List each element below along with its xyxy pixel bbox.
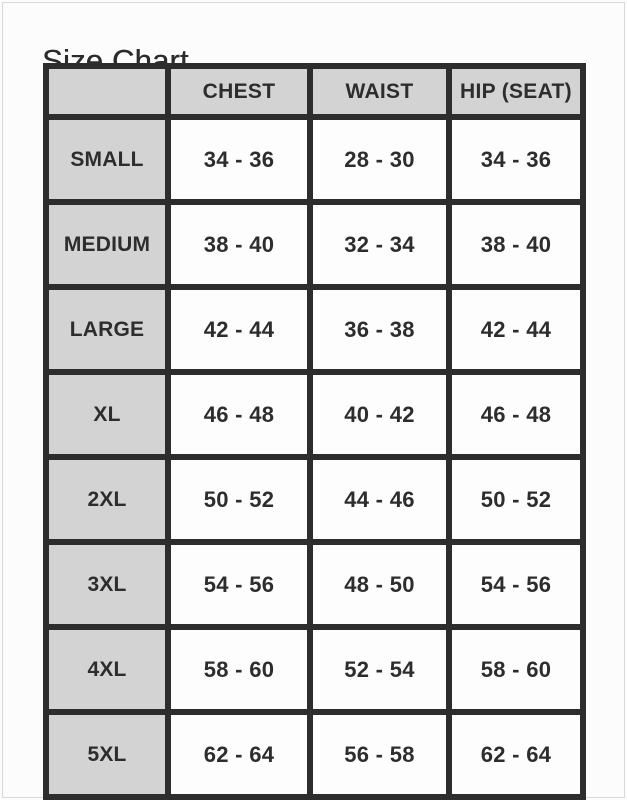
- waist-value: 52 - 54: [307, 624, 452, 715]
- table-row-xl: XL 46 - 48 40 - 42 46 - 48: [43, 369, 586, 460]
- header-cell-chest: CHEST: [165, 63, 313, 120]
- waist-value: 56 - 58: [307, 709, 452, 800]
- chest-value: 34 - 36: [165, 114, 313, 205]
- hip-value: 62 - 64: [446, 709, 586, 800]
- waist-value: 32 - 34: [307, 199, 452, 290]
- hip-value: 50 - 52: [446, 454, 586, 545]
- chest-value: 54 - 56: [165, 539, 313, 630]
- chest-value: 46 - 48: [165, 369, 313, 460]
- size-label: MEDIUM: [43, 199, 171, 290]
- chest-value: 42 - 44: [165, 284, 313, 375]
- waist-value: 48 - 50: [307, 539, 452, 630]
- chest-value: 50 - 52: [165, 454, 313, 545]
- hip-value: 34 - 36: [446, 114, 586, 205]
- waist-value: 44 - 46: [307, 454, 452, 545]
- table-row-4xl: 4XL 58 - 60 52 - 54 58 - 60: [43, 624, 586, 715]
- size-label: LARGE: [43, 284, 171, 375]
- size-label: 5XL: [43, 709, 171, 800]
- table-row-large: LARGE 42 - 44 36 - 38 42 - 44: [43, 284, 586, 375]
- size-chart-table: CHEST WAIST HIP (SEAT) SMALL 34 - 36 28 …: [43, 63, 586, 800]
- hip-value: 46 - 48: [446, 369, 586, 460]
- table-row-2xl: 2XL 50 - 52 44 - 46 50 - 52: [43, 454, 586, 545]
- hip-value: 42 - 44: [446, 284, 586, 375]
- table-row-3xl: 3XL 54 - 56 48 - 50 54 - 56: [43, 539, 586, 630]
- header-cell-hip: HIP (SEAT): [446, 63, 586, 120]
- chest-value: 38 - 40: [165, 199, 313, 290]
- table-row-medium: MEDIUM 38 - 40 32 - 34 38 - 40: [43, 199, 586, 290]
- header-cell-waist: WAIST: [307, 63, 452, 120]
- hip-value: 54 - 56: [446, 539, 586, 630]
- hip-value: 38 - 40: [446, 199, 586, 290]
- chest-value: 62 - 64: [165, 709, 313, 800]
- chest-value: 58 - 60: [165, 624, 313, 715]
- table-row-small: SMALL 34 - 36 28 - 30 34 - 36: [43, 114, 586, 205]
- size-label: 4XL: [43, 624, 171, 715]
- waist-value: 40 - 42: [307, 369, 452, 460]
- hip-value: 58 - 60: [446, 624, 586, 715]
- header-row: CHEST WAIST HIP (SEAT): [43, 63, 586, 120]
- header-cell-blank: [43, 63, 171, 120]
- waist-value: 36 - 38: [307, 284, 452, 375]
- size-label: 3XL: [43, 539, 171, 630]
- size-label: 2XL: [43, 454, 171, 545]
- waist-value: 28 - 30: [307, 114, 452, 205]
- table-row-5xl: 5XL 62 - 64 56 - 58 62 - 64: [43, 709, 586, 800]
- size-label: XL: [43, 369, 171, 460]
- size-label: SMALL: [43, 114, 171, 205]
